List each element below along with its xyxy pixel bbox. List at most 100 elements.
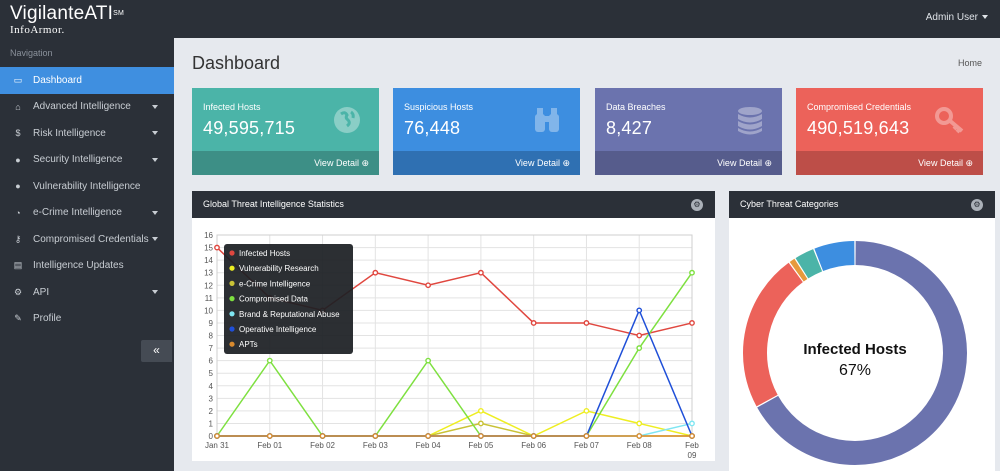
data-point — [214, 433, 220, 439]
caret-down-icon — [982, 15, 988, 20]
data-point — [583, 320, 590, 326]
inbox-icon: ⌂ — [15, 101, 21, 112]
sidebar-item-compromised-credentials[interactable]: ⚷ Compromised Credentials — [0, 226, 174, 253]
y-tick-label: 12 — [204, 281, 213, 290]
series-line — [217, 422, 692, 437]
data-point — [689, 269, 695, 276]
data-point — [689, 420, 695, 427]
laptop-icon: ▭ — [13, 74, 23, 85]
x-tick-label: Feb — [685, 441, 699, 450]
suspicious-hosts-card: Suspicious Hosts 76,448 View Detail ⊕ — [393, 88, 580, 175]
chevron-down-icon — [152, 131, 158, 135]
sidebar-item-label: Compromised Credentials — [33, 233, 149, 245]
view-detail-link[interactable]: View Detail ⊕ — [595, 151, 782, 175]
card-value: 76,448 — [404, 118, 461, 138]
brand-trademark: SM — [113, 10, 124, 17]
x-tick-label: Feb 06 — [521, 441, 546, 450]
binoculars-icon — [532, 106, 562, 142]
y-tick-label: 7 — [209, 344, 214, 353]
sidebar-item-label: e-Crime Intelligence — [33, 207, 122, 219]
sidebar-item-advanced-intelligence[interactable]: ⌂ Advanced Intelligence — [0, 94, 174, 121]
database-icon — [736, 106, 764, 144]
data-point — [214, 244, 220, 251]
x-tick-label: Jan 31 — [205, 441, 230, 450]
chevron-down-icon — [152, 104, 158, 109]
data-point — [689, 433, 695, 439]
sidebar-item-label: Profile — [33, 313, 62, 325]
y-tick-label: 8 — [209, 332, 214, 341]
cogs-icon: ⚙ — [13, 286, 23, 297]
y-tick-label: 15 — [204, 244, 213, 253]
view-detail-link[interactable]: View Detail ⊕ — [393, 151, 580, 175]
data-point — [372, 269, 379, 276]
sidebar-item-e-crime-intelligence[interactable]: ◔ e-Crime Intelligence — [0, 200, 174, 227]
globe-icon — [333, 106, 361, 142]
edit-icon: ✎ — [14, 313, 22, 324]
sidebar-item-label: Intelligence Updates — [33, 260, 124, 272]
sidebar-item-profile[interactable]: ✎ Profile — [0, 306, 174, 333]
brand-name: VigilanteATI — [10, 3, 114, 24]
y-tick-label: 10 — [204, 306, 213, 315]
legend-label: Infected Hosts — [239, 249, 290, 258]
sidebar-item-api[interactable]: ⚙ API — [0, 279, 174, 306]
chart-legend: Infected Hosts Vulnerability Research e-Cr… — [224, 244, 353, 354]
legend-swatch — [229, 341, 235, 347]
donut-slice — [743, 262, 804, 407]
legend-label: Operative Intelligence — [239, 325, 317, 334]
legend-label: e-Crime Intelligence — [239, 279, 311, 288]
sidebar-collapse-button[interactable]: « — [141, 340, 172, 362]
data-breaches-card: Data Breaches 8,427 View Detail ⊕ — [595, 88, 782, 175]
chat-icon: ◔ — [15, 207, 21, 218]
brand-subtitle: InfoArmor. — [10, 24, 65, 36]
y-tick-label: 6 — [209, 357, 214, 366]
legend-swatch — [229, 326, 235, 332]
dollar-icon: $ — [15, 128, 21, 139]
legend-swatch — [229, 250, 235, 256]
breadcrumb-home[interactable]: Home — [957, 58, 982, 68]
data-point — [636, 332, 643, 339]
card-label: Infected Hosts — [203, 102, 261, 112]
settings-icon[interactable]: ⚙ — [691, 199, 703, 211]
threat-categories-panel: Cyber Threat Categories ⚙ Infected Hosts… — [729, 191, 995, 471]
sidebar-item-dashboard[interactable]: ▭ Dashboard — [0, 67, 174, 94]
legend-swatch — [229, 280, 235, 286]
data-point — [319, 433, 326, 439]
sidebar-item-label: Vulnerability Intelligence — [33, 180, 141, 192]
x-tick-label: Feb 07 — [574, 441, 599, 450]
y-tick-label: 11 — [205, 294, 214, 303]
y-tick-label: 1 — [209, 419, 214, 428]
y-tick-label: 14 — [204, 256, 213, 265]
globe-icon: ● — [15, 181, 21, 192]
legend-swatch — [229, 296, 235, 302]
globe-icon: ● — [15, 154, 21, 165]
settings-icon[interactable]: ⚙ — [971, 199, 983, 211]
sidebar-item-vulnerability-intelligence[interactable]: ● Vulnerability Intelligence — [0, 173, 174, 200]
sidebar-item-security-intelligence[interactable]: ● Security Intelligence — [0, 147, 174, 174]
user-name: Admin User — [925, 12, 978, 23]
chevron-down-icon — [152, 237, 158, 241]
view-detail-link[interactable]: View Detail ⊕ — [192, 151, 379, 175]
y-tick-label: 3 — [209, 394, 214, 403]
data-point — [372, 433, 379, 439]
data-point — [530, 433, 537, 439]
data-point — [636, 307, 643, 314]
data-point — [530, 320, 537, 326]
data-point — [689, 320, 695, 326]
x-tick-label: Feb 02 — [310, 441, 335, 450]
donut-slice — [757, 241, 967, 465]
data-point — [266, 357, 273, 364]
infected-hosts-card: Infected Hosts 49,595,715 View Detail ⊕ — [192, 88, 379, 175]
y-tick-label: 5 — [209, 369, 214, 378]
sidebar-item-label: Risk Intelligence — [33, 127, 106, 139]
brand-logo[interactable]: VigilanteATISM InfoArmor. — [10, 3, 124, 37]
sidebar-item-risk-intelligence[interactable]: $ Risk Intelligence — [0, 120, 174, 147]
view-detail-link[interactable]: View Detail ⊕ — [796, 151, 983, 175]
legend-swatch — [229, 311, 235, 317]
sidebar-item-intelligence-updates[interactable]: ▤ Intelligence Updates — [0, 253, 174, 280]
legend-label: Compromised Data — [239, 295, 308, 304]
chevron-down-icon — [152, 210, 158, 215]
user-menu[interactable]: Admin User — [926, 12, 988, 23]
chevron-down-icon — [152, 157, 158, 162]
legend-label: Vulnerability Research — [239, 264, 319, 273]
